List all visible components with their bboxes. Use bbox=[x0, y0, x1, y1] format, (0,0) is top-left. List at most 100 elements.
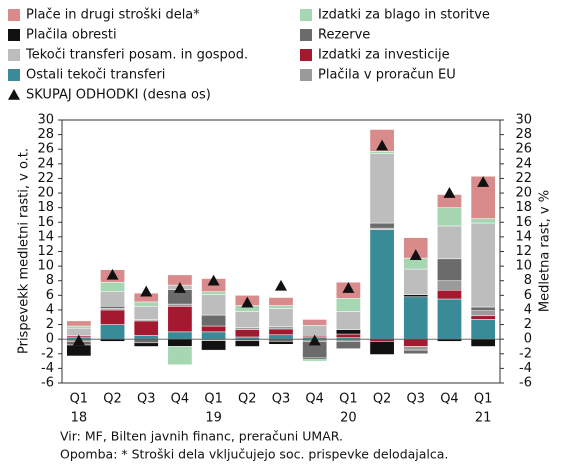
bar-segment bbox=[470, 306, 496, 311]
x-tick-label: Q3 bbox=[272, 392, 291, 407]
legend-swatch bbox=[8, 49, 20, 61]
bar-segment bbox=[268, 305, 294, 309]
legend-label: Izdatki za investicije bbox=[318, 48, 450, 63]
bar-segment bbox=[470, 222, 496, 308]
y2-axis-title: Medletna rast, v % bbox=[538, 190, 553, 312]
bar-segment bbox=[201, 340, 226, 351]
total-marker bbox=[308, 334, 321, 346]
bar-segment bbox=[234, 329, 260, 338]
y2-tick-label: 16 bbox=[515, 215, 532, 230]
footnote: Opomba: * Stroški dela vključujejo soc. … bbox=[60, 447, 448, 462]
y2-tick-label: 28 bbox=[515, 127, 532, 142]
legend-label: Plačila obresti bbox=[26, 28, 117, 43]
legend-marker bbox=[8, 89, 20, 100]
y2-tick-label: 24 bbox=[515, 156, 532, 171]
source-note: Vir: MF, Bilten javnih financ, preračuni… bbox=[60, 429, 343, 444]
y-tick-label: 22 bbox=[37, 171, 54, 186]
bar-segment bbox=[167, 306, 193, 333]
legend-label: Izdatki za blago in storitve bbox=[318, 8, 490, 23]
bar-segment bbox=[66, 325, 92, 329]
y-tick-label: 30 bbox=[37, 113, 54, 128]
y2-tick-label: -6 bbox=[519, 376, 532, 391]
bar-segment bbox=[302, 319, 328, 326]
legend-swatch bbox=[300, 69, 312, 81]
bar-segment bbox=[100, 291, 125, 307]
y2-tick-label: 22 bbox=[515, 171, 532, 186]
bar-segment bbox=[403, 338, 429, 347]
y-tick-label: 20 bbox=[37, 186, 54, 201]
bar-segment bbox=[403, 294, 429, 298]
total-marker bbox=[72, 334, 85, 346]
y2-tick-label: 6 bbox=[524, 288, 532, 303]
legend-label: Plače in drugi stroški dela* bbox=[26, 8, 200, 23]
y2-tick-label: 12 bbox=[515, 244, 532, 259]
total-marker bbox=[409, 249, 422, 260]
bar-segment bbox=[167, 303, 193, 307]
x-tick-label: Q4 bbox=[171, 392, 190, 407]
bar-segment bbox=[201, 314, 226, 327]
bar-segment bbox=[302, 325, 328, 337]
x-tick-label: Q1 bbox=[339, 392, 358, 407]
bar-segment bbox=[403, 346, 429, 351]
bar-segment bbox=[66, 344, 92, 357]
x-tick-label: Q2 bbox=[103, 392, 122, 407]
y-tick-label: 0 bbox=[46, 332, 54, 347]
x-tick-label: Q3 bbox=[407, 392, 426, 407]
y-tick-label: 2 bbox=[46, 317, 54, 332]
y-tick-label: 12 bbox=[37, 244, 54, 259]
bar-segment bbox=[167, 338, 193, 347]
bar-segment bbox=[470, 218, 496, 224]
bar-segment bbox=[470, 315, 496, 320]
y2-tick-label: 2 bbox=[524, 317, 532, 332]
y-tick-label: 14 bbox=[37, 229, 54, 244]
x-tick-label: Q3 bbox=[137, 392, 156, 407]
legend-swatch bbox=[8, 69, 20, 81]
bar-segment bbox=[133, 306, 159, 320]
x-tick-label: Q4 bbox=[440, 392, 459, 407]
total-marker bbox=[477, 176, 490, 187]
x-tick-label: Q2 bbox=[238, 392, 257, 407]
y2-tick-label: 26 bbox=[515, 142, 532, 157]
legend-swatch bbox=[300, 9, 312, 21]
total-marker bbox=[275, 279, 287, 291]
bar-segment bbox=[470, 338, 496, 347]
bar-segment bbox=[133, 338, 159, 344]
y2-tick-label: 20 bbox=[515, 186, 532, 201]
bar-segment bbox=[437, 258, 462, 281]
legend-swatch bbox=[8, 9, 20, 21]
y2-tick-label: 10 bbox=[515, 259, 532, 274]
bar-segment bbox=[100, 324, 125, 340]
bar-segment bbox=[201, 291, 226, 295]
bar-segment bbox=[369, 229, 395, 340]
bar-segment bbox=[403, 349, 429, 355]
bar-segment bbox=[201, 331, 226, 340]
y2-tick-label: 0 bbox=[524, 332, 532, 347]
x-tick-label: Q1 bbox=[474, 392, 493, 407]
legend-label: Rezerve bbox=[318, 28, 370, 43]
total-marker bbox=[106, 268, 119, 280]
y2-tick-label: 8 bbox=[524, 273, 532, 288]
legend-label: Ostali tekoči transferi bbox=[26, 68, 165, 83]
y2-tick-label: -2 bbox=[519, 346, 532, 361]
bar-segment bbox=[66, 320, 92, 327]
bar-segment bbox=[369, 151, 395, 154]
x-tick-label: Q1 bbox=[204, 392, 223, 407]
bar-segment bbox=[133, 301, 159, 307]
y-tick-label: 10 bbox=[37, 259, 54, 274]
y-tick-label: 28 bbox=[37, 127, 54, 142]
y2-tick-label: 18 bbox=[515, 200, 532, 215]
bar-segment bbox=[201, 325, 226, 333]
bar-segment bbox=[437, 280, 462, 291]
bar-segment bbox=[268, 341, 294, 345]
total-marker bbox=[173, 282, 186, 293]
y-tick-label: 6 bbox=[46, 288, 54, 303]
bar-segment bbox=[100, 309, 125, 325]
bar-segment bbox=[234, 340, 260, 347]
y-tick-label: 26 bbox=[37, 142, 54, 157]
total-marker bbox=[207, 274, 220, 286]
y2-tick-label: -4 bbox=[519, 361, 532, 376]
bar-segment bbox=[234, 311, 260, 328]
y-tick-label: 18 bbox=[37, 200, 54, 215]
bar-segment bbox=[133, 335, 159, 340]
